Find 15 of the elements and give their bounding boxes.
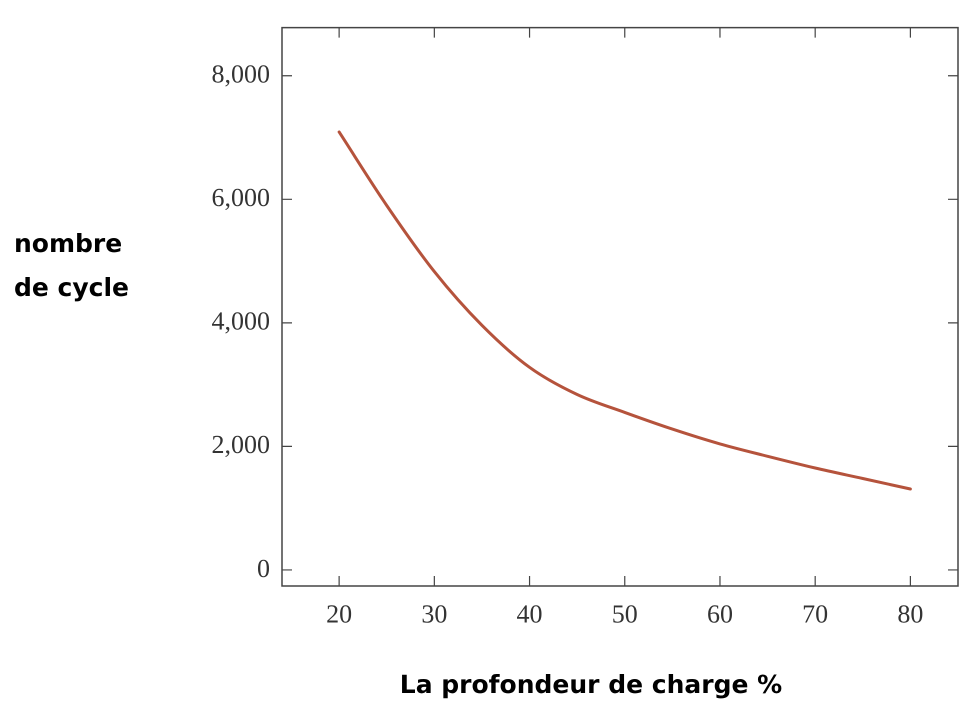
x-tick-label: 30 <box>421 599 448 628</box>
y-tick-label: 0 <box>257 554 270 583</box>
line-series <box>338 130 912 491</box>
x-tick-label: 40 <box>516 599 543 628</box>
y-tick-label: 6,000 <box>212 183 270 212</box>
x-tick-label: 70 <box>802 599 828 628</box>
x-tick-label: 50 <box>612 599 638 628</box>
y-tick-label: 2,000 <box>212 430 270 460</box>
x-tick-label: 60 <box>706 599 733 628</box>
x-tick-label: 20 <box>326 599 352 628</box>
y-tick-label: 4,000 <box>212 306 270 336</box>
y-axis-title: nombre de cycle <box>14 228 130 304</box>
x-tick-label: 80 <box>897 599 924 628</box>
x-axis-title: La profondeur de charge % <box>398 670 784 699</box>
y-tick-label: 8,000 <box>212 60 270 89</box>
